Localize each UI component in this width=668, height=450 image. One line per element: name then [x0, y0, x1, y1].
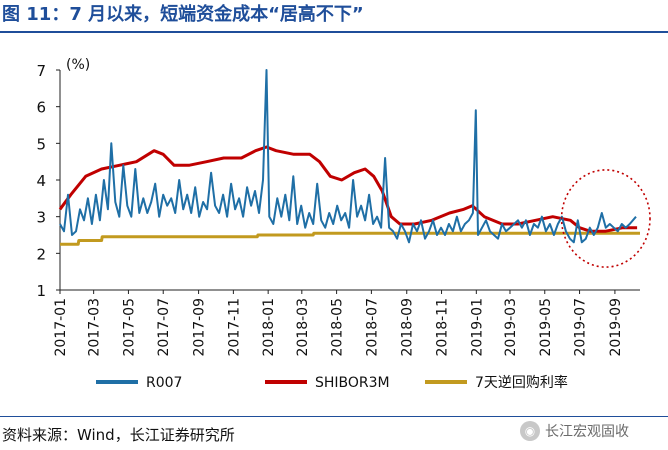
x-tick-label: 2017-01 — [53, 298, 69, 357]
x-tick-label: 2019-09 — [608, 298, 624, 357]
x-tick-label: 2017-11 — [226, 298, 242, 357]
x-tick-label: 2019-05 — [538, 298, 554, 357]
x-tick-label: 2018-07 — [364, 298, 380, 357]
source-note: 资料来源：Wind，长江证券研究所 — [2, 426, 235, 444]
x-tick-label: 2017-09 — [192, 298, 208, 357]
y-tick-label: 5 — [36, 135, 46, 153]
footer-divider — [0, 416, 668, 417]
x-tick-label: 2018-11 — [435, 298, 451, 357]
chart-series — [58, 69, 651, 268]
title-divider — [0, 31, 668, 33]
x-tick-label: 2019-01 — [469, 298, 485, 357]
y-axis-label: (%) — [66, 57, 90, 73]
y-tick-label: 4 — [36, 172, 46, 190]
line-chart: 1 2 3 4 5 6 7 (%) 2017-01 2017-03 2017-05 2017-07 20… — [36, 57, 651, 391]
wechat-icon: ◉ — [520, 421, 540, 441]
x-tick-label: 2018-03 — [295, 298, 311, 357]
x-tick-label: 2017-03 — [87, 298, 103, 357]
y-tick-label: 6 — [36, 99, 46, 117]
x-tick-label: 2019-03 — [503, 298, 519, 357]
series-line-2 — [60, 231, 640, 246]
y-tick-label: 7 — [36, 62, 46, 80]
series-line-1 — [58, 145, 638, 233]
legend-label-2: 7天逆回购利率 — [475, 374, 568, 391]
x-tick-label: 2017-07 — [156, 298, 172, 357]
watermark-text: 长江宏观固收 — [545, 424, 629, 440]
y-tick-label: 3 — [36, 209, 46, 227]
x-tick-label: 2018-09 — [400, 298, 416, 357]
y-tick-label: 1 — [36, 282, 46, 300]
series-line-0 — [59, 69, 637, 244]
x-tick-label: 2019-07 — [573, 298, 589, 357]
y-tick-label: 2 — [36, 245, 46, 263]
legend-label-0: R007 — [146, 375, 182, 391]
x-tick-label: 2018-05 — [330, 298, 346, 357]
legend-label-1: SHIBOR3M — [315, 375, 390, 391]
figure-title: 图 11：7 月以来，短端资金成本“居高不下” — [2, 4, 364, 25]
x-tick-label: 2018-01 — [261, 298, 277, 357]
x-tick-label: 2017-05 — [121, 298, 137, 357]
highlight-ellipse — [560, 169, 651, 268]
chart-legend: R007 SHIBOR3M 7天逆回购利率 — [96, 374, 568, 391]
chart-axes: 1 2 3 4 5 6 7 (%) 2017-01 2017-03 2017-05 2017-07 20… — [36, 57, 640, 357]
watermark: ◉ 长江宏观固收 — [520, 421, 629, 441]
